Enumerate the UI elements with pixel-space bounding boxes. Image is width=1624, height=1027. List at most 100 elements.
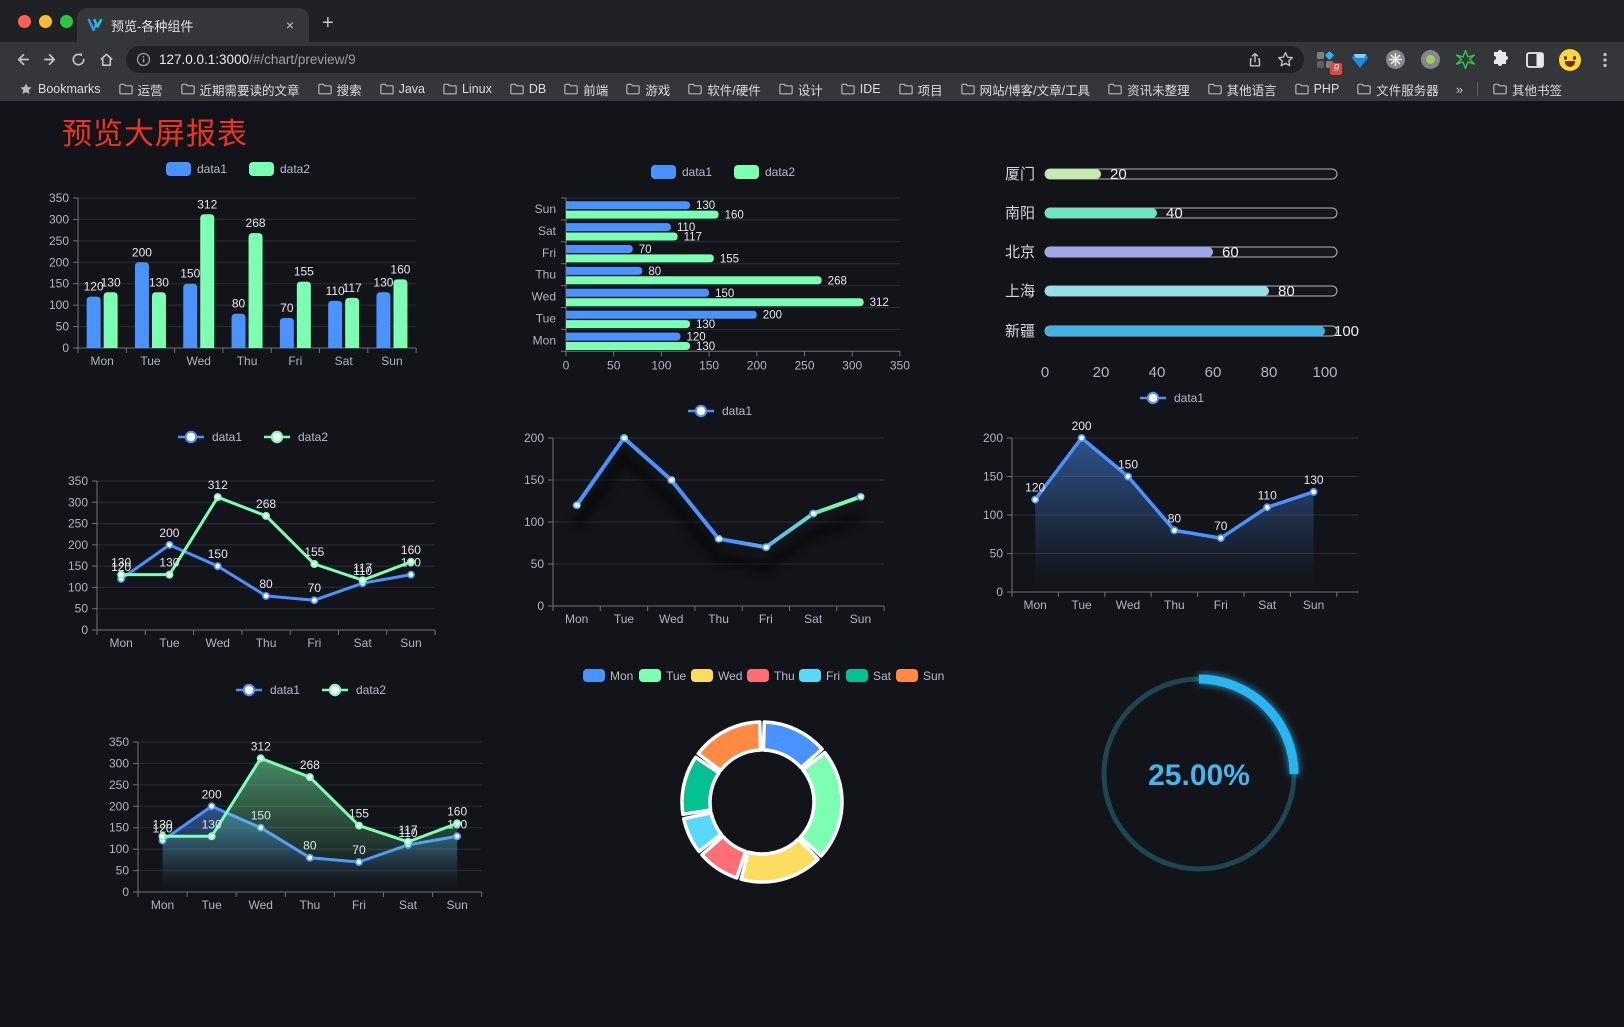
- folder-icon: [564, 83, 578, 95]
- bookmarks-label: Bookmarks: [38, 82, 101, 96]
- svg-text:312: 312: [208, 478, 228, 492]
- browser-menu-button[interactable]: [1594, 49, 1616, 71]
- bookmark-folder[interactable]: 文件服务器: [1350, 78, 1446, 101]
- bookmark-folder[interactable]: 近期需要读的文章: [174, 78, 307, 101]
- extension-gem-icon[interactable]: [1349, 49, 1371, 71]
- horizontal-bar-chart[interactable]: data1 data2 0 50 100 150 200 250 300 350 Sun Sat Fri…: [500, 146, 945, 378]
- window-zoom-button[interactable]: [60, 15, 73, 28]
- svg-text:130: 130: [111, 556, 131, 570]
- svg-text:120: 120: [1025, 481, 1045, 495]
- bookmarks-manager[interactable]: Bookmarks: [12, 80, 108, 98]
- svg-text:268: 268: [300, 758, 320, 772]
- bookmark-folder[interactable]: 搜索: [311, 78, 369, 101]
- svg-text:130: 130: [159, 556, 179, 570]
- grouped-bar-chart[interactable]: data1 data2 0 50 100 150 200 250 300 350 Mon Tue Wed…: [40, 146, 470, 378]
- extension-circle-cross-icon[interactable]: [1384, 49, 1406, 71]
- bookmark-folder[interactable]: 资讯未整理: [1101, 78, 1197, 101]
- svg-text:0: 0: [81, 623, 88, 637]
- svg-text:Sun: Sun: [850, 612, 871, 626]
- svg-text:130: 130: [153, 817, 173, 831]
- other-bookmarks-folder[interactable]: 其他书签: [1486, 78, 1569, 101]
- bookmarks-divider: [1477, 82, 1479, 96]
- bookmark-folder[interactable]: IDE: [834, 80, 888, 98]
- bookmarks-overflow-button[interactable]: »: [1455, 81, 1464, 97]
- bookmark-folder[interactable]: 运营: [112, 78, 170, 101]
- multi-line-chart[interactable]: data1 data2 0 50 100 150 200 250 300 350 Mon Tue Wed…: [38, 418, 473, 658]
- bookmark-folder[interactable]: DB: [503, 80, 553, 98]
- svg-text:Sun: Sun: [1303, 598, 1324, 612]
- svg-text:100: 100: [109, 842, 129, 856]
- svg-text:120: 120: [84, 280, 104, 294]
- folder-icon: [1207, 83, 1222, 95]
- bookmark-star-icon[interactable]: [1277, 51, 1294, 68]
- svg-text:Fri: Fri: [307, 636, 321, 650]
- window-minimize-button[interactable]: [39, 15, 52, 28]
- svg-text:Sun: Sun: [923, 669, 944, 683]
- forward-button[interactable]: [38, 46, 62, 74]
- browser-tab-active[interactable]: 预览-各种组件 ×: [77, 8, 309, 42]
- puzzle-icon: [1494, 49, 1508, 66]
- bookmark-folder[interactable]: 软件/硬件: [681, 78, 767, 101]
- folder-icon: [1294, 83, 1309, 95]
- share-icon[interactable]: [1247, 52, 1263, 68]
- folder-icon: [898, 83, 913, 95]
- bookmark-folder[interactable]: Linux: [436, 80, 499, 98]
- svg-text:北京: 北京: [1005, 244, 1035, 261]
- panel-icon: [1526, 51, 1544, 68]
- svg-text:80: 80: [259, 577, 273, 591]
- profile-avatar[interactable]: [1559, 48, 1581, 71]
- bookmark-folder[interactable]: 前端: [557, 78, 615, 101]
- circle-cross-icon: [1385, 50, 1405, 69]
- area-line-chart[interactable]: data1 0 50 100 150 200 Mon Tue Wed Thu Fri Sat Sun 12…: [978, 386, 1393, 621]
- bookmark-folder[interactable]: PHP: [1288, 80, 1347, 98]
- new-tab-button[interactable]: +: [322, 12, 334, 34]
- svg-text:Wed: Wed: [249, 898, 273, 912]
- extension-star-icon[interactable]: [1454, 49, 1476, 71]
- bookmark-folder[interactable]: 项目: [892, 78, 950, 101]
- multi-area-line-chart[interactable]: data1 data2 0 50 100 150 200 250 300 350 Mon Tue Wed…: [100, 668, 520, 918]
- bookmark-folder-label: PHP: [1313, 82, 1340, 96]
- extension-circle-dot-icon[interactable]: [1419, 49, 1441, 71]
- bookmark-folder[interactable]: 网站/博客/文章/工具: [954, 78, 1097, 101]
- site-info-icon[interactable]: [136, 52, 151, 67]
- tab-close-icon[interactable]: ×: [285, 17, 295, 33]
- svg-text:data2: data2: [280, 162, 310, 176]
- side-panel-icon[interactable]: [1524, 49, 1546, 71]
- bookmark-folder[interactable]: Java: [373, 80, 432, 98]
- svg-text:0: 0: [62, 341, 69, 355]
- svg-text:Wed: Wed: [659, 612, 683, 626]
- svg-text:0: 0: [537, 599, 544, 613]
- svg-text:130: 130: [696, 319, 715, 331]
- window-close-button[interactable]: [18, 15, 31, 28]
- svg-text:200: 200: [1072, 419, 1092, 433]
- svg-text:130: 130: [202, 817, 222, 831]
- bookmark-folder-label: 文件服务器: [1376, 83, 1439, 98]
- svg-text:350: 350: [49, 191, 69, 205]
- back-button[interactable]: [10, 46, 34, 74]
- home-button[interactable]: [94, 46, 118, 74]
- gauge-progress-chart[interactable]: 25.00%: [1097, 670, 1307, 882]
- other-bookmarks-label: 其他书签: [1512, 83, 1563, 98]
- svg-text:160: 160: [401, 543, 421, 557]
- bookmark-folder[interactable]: 设计: [772, 78, 830, 101]
- extensions-puzzle-icon[interactable]: [1489, 49, 1511, 71]
- reload-button[interactable]: [66, 46, 90, 74]
- city-progress-chart[interactable]: 厦门 20 南阳 40 北京 60 上海 80 新疆 100 0 20 40 60 80 100: [990, 150, 1400, 390]
- svg-text:50: 50: [990, 547, 1004, 561]
- svg-text:100: 100: [1312, 364, 1337, 381]
- gradient-line-chart[interactable]: data1 0 50 100 150 200 Mon Tue Wed Thu Fri Sat Sun: [500, 396, 935, 636]
- url-bar[interactable]: 127.0.0.1:3000/#/chart/preview/9: [126, 46, 1304, 73]
- svg-text:data1: data1: [197, 162, 227, 176]
- svg-text:70: 70: [308, 581, 322, 595]
- bookmark-folder[interactable]: 其他语言: [1201, 78, 1284, 101]
- bookmark-folder-label: Linux: [461, 82, 492, 96]
- bookmark-folder[interactable]: 游戏: [619, 78, 677, 101]
- svg-text:268: 268: [246, 216, 266, 230]
- doughnut-chart[interactable]: Mon Tue Wed Thu Fri Sat Sun: [560, 655, 970, 895]
- extension-grid-icon[interactable]: 9: [1314, 49, 1342, 75]
- bookmark-folder-label: 网站/博客/文章/工具: [979, 83, 1091, 98]
- url-host: 127.0.0.1:3000: [159, 52, 250, 67]
- svg-text:130: 130: [696, 341, 715, 353]
- dashboard-preview-page: 预览大屏报表 data1 data2 0 50 100 150 200 250 300 350 Mo…: [0, 101, 1624, 1027]
- svg-text:Fri: Fri: [542, 246, 556, 260]
